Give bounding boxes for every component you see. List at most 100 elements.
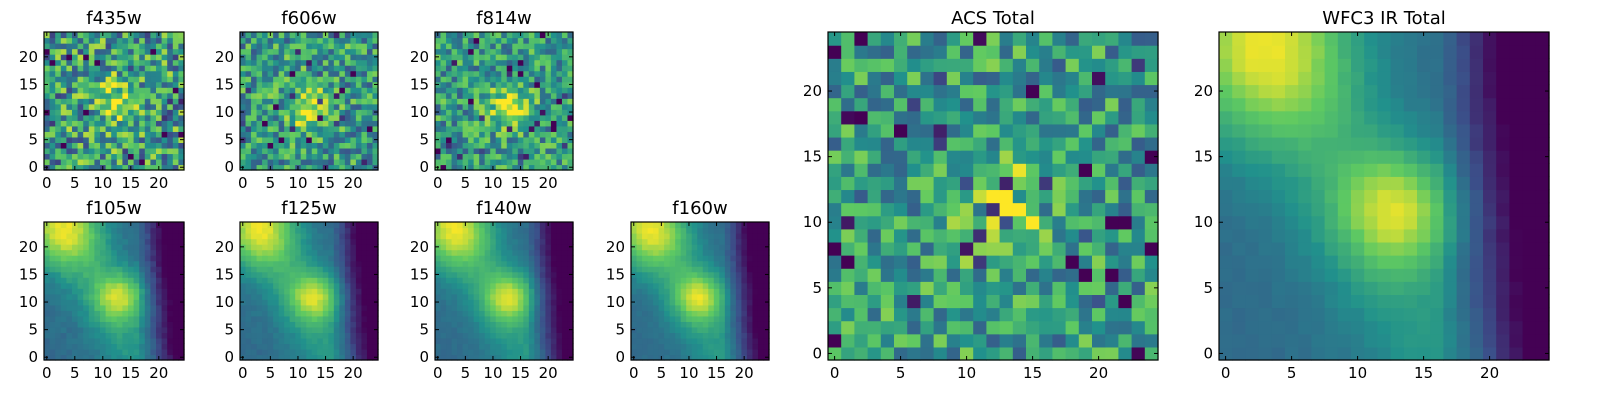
- heatmap-cell: [1131, 307, 1146, 322]
- heatmap-cell: [484, 326, 491, 333]
- heatmap-cell: [262, 233, 269, 240]
- heatmap-cell: [372, 87, 379, 94]
- heatmap-cell: [178, 337, 185, 345]
- heatmap-cell: [94, 59, 101, 66]
- heatmap-cell: [490, 65, 497, 72]
- heatmap-cell: [66, 337, 73, 345]
- heatmap-cell: [372, 321, 379, 328]
- heatmap-cell: [986, 307, 1001, 322]
- heatmap-cell: [719, 238, 726, 245]
- heatmap-cell: [366, 70, 374, 77]
- heatmap-cell: [94, 326, 101, 333]
- heatmap-cell: [355, 136, 363, 143]
- heatmap-cell: [440, 233, 447, 240]
- heatmap-cell: [451, 233, 458, 240]
- heatmap-cell: [60, 136, 67, 143]
- heatmap-cell: [328, 147, 335, 155]
- heatmap-cells: [435, 222, 574, 361]
- heatmap-cell: [339, 310, 346, 317]
- heatmap-cell: [262, 288, 269, 295]
- heatmap-cell: [479, 87, 486, 94]
- heatmap-cell: [139, 249, 146, 256]
- heatmap-cell: [256, 65, 263, 72]
- heatmap-cell: [691, 244, 698, 251]
- heatmap-cell: [933, 333, 948, 348]
- heatmap-cell: [133, 227, 140, 234]
- heatmap-cell: [328, 131, 335, 138]
- heatmap-cell: [468, 260, 475, 267]
- heatmap-cell: [105, 158, 112, 166]
- heatmap-cell: [116, 227, 123, 234]
- heatmap-cell: [60, 304, 67, 311]
- heatmap-cell: [344, 147, 351, 155]
- y-tick-label: 5: [28, 131, 38, 149]
- heatmap-cell: [854, 268, 869, 282]
- heatmap-cell: [545, 109, 552, 116]
- heatmap-cell: [105, 125, 112, 132]
- heatmap-cell: [317, 326, 324, 333]
- heatmap-cell: [534, 153, 541, 160]
- heatmap-cell: [167, 244, 174, 251]
- heatmap-cell: [49, 136, 56, 143]
- heatmap-cell: [523, 109, 530, 116]
- heatmap-cell: [355, 271, 363, 278]
- heatmap-cell: [350, 271, 357, 278]
- heatmap-cell: [636, 293, 643, 300]
- heatmap-cell: [122, 125, 129, 132]
- heatmap-cell: [372, 70, 379, 77]
- heatmap-cell: [999, 294, 1014, 309]
- heatmap-cell: [435, 98, 442, 105]
- heatmap-cell: [366, 43, 374, 50]
- heatmap-cell: [653, 304, 660, 311]
- heatmap-cell: [451, 244, 458, 251]
- heatmap-cell: [116, 81, 123, 88]
- heatmap-cell: [867, 176, 882, 191]
- heatmap-cell: [262, 147, 269, 155]
- heatmap-cell: [105, 354, 112, 361]
- heatmap-cell: [440, 98, 447, 105]
- heatmap-cell: [763, 304, 770, 311]
- heatmap-cell: [495, 114, 502, 121]
- heatmap-cell: [534, 147, 541, 155]
- heatmap-cell: [350, 337, 357, 345]
- heatmap-cell: [262, 37, 269, 44]
- heatmap-cell: [841, 189, 855, 204]
- x-tick-label: 20: [149, 364, 168, 382]
- heatmap-cell: [278, 227, 285, 234]
- heatmap-cell: [344, 65, 351, 72]
- y-tick-label: 20: [606, 238, 625, 256]
- heatmap-cell: [267, 315, 274, 322]
- heatmap-cell: [484, 153, 491, 160]
- heatmap-cell: [245, 125, 252, 132]
- heatmap-cell: [506, 136, 513, 143]
- heatmap-cell: [528, 109, 535, 116]
- heatmap-cell: [273, 255, 280, 262]
- heatmap-cell: [841, 150, 855, 164]
- heatmap-cell: [457, 103, 464, 110]
- heatmap-cell: [150, 271, 157, 278]
- heatmap-cell: [561, 48, 569, 55]
- heatmap-cell: [1131, 268, 1146, 282]
- heatmap-cell: [501, 76, 508, 83]
- heatmap-cell: [317, 142, 324, 149]
- heatmap-cell: [517, 332, 524, 339]
- heatmap-cell: [267, 37, 274, 44]
- heatmap-cell: [366, 255, 374, 262]
- heatmap-cell: [631, 249, 638, 256]
- heatmap-cell: [446, 136, 453, 143]
- heatmap-cell: [262, 81, 269, 88]
- heatmap-cell: [251, 277, 258, 284]
- heatmap-cell: [567, 227, 574, 234]
- heatmap-cell: [501, 282, 508, 289]
- heatmap-cell: [245, 266, 252, 273]
- heatmap-cell: [344, 310, 351, 317]
- heatmap-cell: [55, 92, 62, 99]
- heatmap-cell: [457, 48, 464, 55]
- heatmap-cell: [561, 255, 569, 262]
- heatmap-cell: [262, 354, 269, 361]
- heatmap-cell: [339, 266, 346, 273]
- heatmap-cell: [111, 271, 118, 278]
- heatmap-cell: [306, 81, 313, 88]
- heatmap-cell: [680, 321, 687, 328]
- heatmap-cell: [746, 299, 754, 306]
